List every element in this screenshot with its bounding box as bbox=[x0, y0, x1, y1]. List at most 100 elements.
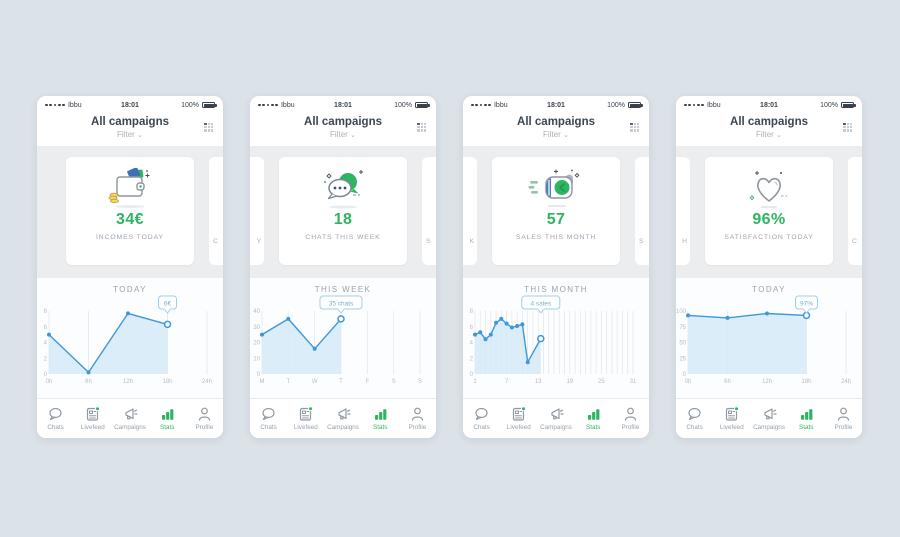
phone-screen-sales: Ibbu 18:01 100% All campaigns Filter ⌄ K… bbox=[463, 96, 649, 438]
app-header: All campaigns Filter ⌄ bbox=[250, 114, 436, 146]
next-card-partial[interactable]: S bbox=[635, 157, 649, 265]
next-card-partial[interactable]: S bbox=[422, 157, 436, 265]
nav-item-livefeed[interactable]: Livefeed bbox=[500, 399, 537, 438]
status-bar: Ibbu 18:01 100% bbox=[463, 96, 649, 114]
page-title: All campaigns bbox=[730, 116, 808, 128]
svg-text:30: 30 bbox=[253, 325, 260, 331]
nav-item-campaigns[interactable]: Campaigns bbox=[324, 399, 361, 438]
status-bar: Ibbu 18:01 100% bbox=[676, 96, 862, 114]
stat-card-incomes[interactable]: 34€ INCOMES TODAY bbox=[66, 157, 194, 265]
stat-card-carousel: C 34€ INCOMES TODAY bbox=[37, 146, 223, 278]
stat-card-satisfaction[interactable]: 96% SATISFACTION TODAY bbox=[705, 157, 833, 265]
svg-text:25: 25 bbox=[598, 379, 605, 385]
grid-menu-icon[interactable] bbox=[843, 123, 852, 132]
battery-status: 100% bbox=[778, 102, 856, 109]
incomes-line-chart[interactable]: 0 2 4 6 8 0h 6h 12h 18h 24h 6€ bbox=[37, 295, 223, 387]
carrier-name: Ibbu bbox=[493, 101, 508, 109]
prev-card-partial[interactable]: K bbox=[463, 157, 477, 265]
filter-dropdown[interactable]: Filter ⌄ bbox=[330, 130, 356, 139]
grid-menu-icon[interactable] bbox=[417, 123, 426, 132]
nav-item-campaigns[interactable]: Campaigns bbox=[537, 399, 574, 438]
nav-label: Livefeed bbox=[293, 424, 318, 431]
chats-line-chart[interactable]: 0 10 20 30 40 M T W T F S S 35 chats bbox=[250, 295, 436, 387]
bottom-nav: Chats Livefeed Campaigns Stats Profile bbox=[676, 398, 862, 438]
svg-text:24h: 24h bbox=[841, 379, 851, 385]
prev-card-partial[interactable]: Y bbox=[250, 157, 264, 265]
bar-chart-icon bbox=[587, 409, 600, 420]
nav-item-profile[interactable]: Profile bbox=[186, 399, 223, 438]
chart-title: THIS WEEK bbox=[314, 285, 372, 294]
signal-dots-icon bbox=[471, 103, 491, 107]
satisfaction-line-chart[interactable]: 0 25 50 75 100 0h 6h 12h 18h 24h 97% bbox=[676, 295, 862, 387]
nav-item-chats[interactable]: Chats bbox=[676, 399, 713, 438]
nav-item-profile[interactable]: Profile bbox=[399, 399, 436, 438]
svg-text:6h: 6h bbox=[724, 379, 731, 385]
stat-card-sales[interactable]: 57 SALES THIS MONTH bbox=[492, 157, 620, 265]
svg-text:6: 6 bbox=[44, 325, 48, 331]
svg-text:T: T bbox=[286, 379, 290, 385]
svg-text:F: F bbox=[365, 379, 369, 385]
filter-dropdown[interactable]: Filter ⌄ bbox=[543, 130, 569, 139]
filter-dropdown[interactable]: Filter ⌄ bbox=[756, 130, 782, 139]
livefeed-icon bbox=[513, 406, 527, 421]
partial-card-letter: S bbox=[426, 238, 431, 245]
phone-screen-chats: Ibbu 18:01 100% All campaigns Filter ⌄ Y… bbox=[250, 96, 436, 438]
nav-item-stats[interactable]: Stats bbox=[575, 399, 612, 438]
nav-item-stats[interactable]: Stats bbox=[788, 399, 825, 438]
svg-text:8: 8 bbox=[470, 309, 474, 315]
nav-label: Stats bbox=[799, 424, 814, 431]
prev-card-partial[interactable]: H bbox=[676, 157, 690, 265]
svg-text:0: 0 bbox=[257, 372, 261, 378]
signal-dots-icon bbox=[684, 103, 704, 107]
nav-item-profile[interactable]: Profile bbox=[612, 399, 649, 438]
status-bar: Ibbu 18:01 100% bbox=[37, 96, 223, 114]
next-card-partial[interactable]: C bbox=[209, 157, 223, 265]
chat-bubble-icon bbox=[475, 407, 488, 421]
svg-text:2: 2 bbox=[470, 356, 474, 362]
svg-text:8: 8 bbox=[44, 309, 48, 315]
megaphone-icon bbox=[550, 408, 564, 420]
filter-dropdown[interactable]: Filter ⌄ bbox=[117, 130, 143, 139]
nav-item-chats[interactable]: Chats bbox=[463, 399, 500, 438]
chart-section: TODAY 0 25 50 75 100 0h 6h 12h 18h 24h 97% bbox=[676, 278, 862, 398]
svg-text:0: 0 bbox=[44, 372, 48, 378]
nav-label: Livefeed bbox=[506, 424, 531, 431]
nav-item-stats[interactable]: Stats bbox=[362, 399, 399, 438]
nav-item-livefeed[interactable]: Livefeed bbox=[713, 399, 750, 438]
bottom-nav: Chats Livefeed Campaigns Stats Profile bbox=[250, 398, 436, 438]
svg-text:50: 50 bbox=[679, 341, 686, 347]
chevron-down-icon: ⌄ bbox=[350, 132, 356, 139]
nav-label: Stats bbox=[586, 424, 601, 431]
battery-icon bbox=[841, 102, 856, 108]
partial-card-letter: C bbox=[213, 238, 218, 245]
nav-item-campaigns[interactable]: Campaigns bbox=[750, 399, 787, 438]
svg-text:35 chats: 35 chats bbox=[329, 300, 354, 307]
app-header: All campaigns Filter ⌄ bbox=[676, 114, 862, 146]
nav-label: Campaigns bbox=[114, 424, 146, 431]
battery-icon bbox=[415, 102, 430, 108]
battery-percent: 100% bbox=[181, 101, 199, 109]
nav-label: Chats bbox=[260, 424, 277, 431]
nav-item-profile[interactable]: Profile bbox=[825, 399, 862, 438]
svg-text:10: 10 bbox=[253, 356, 260, 362]
nav-item-chats[interactable]: Chats bbox=[37, 399, 74, 438]
nav-label: Stats bbox=[373, 424, 388, 431]
svg-text:40: 40 bbox=[253, 309, 260, 315]
nav-item-stats[interactable]: Stats bbox=[149, 399, 186, 438]
svg-text:4: 4 bbox=[44, 341, 48, 347]
nav-item-livefeed[interactable]: Livefeed bbox=[74, 399, 111, 438]
nav-item-livefeed[interactable]: Livefeed bbox=[287, 399, 324, 438]
next-card-partial[interactable]: C bbox=[848, 157, 862, 265]
grid-menu-icon[interactable] bbox=[204, 123, 213, 132]
signal-dots-icon bbox=[258, 103, 278, 107]
chat-bubble-icon bbox=[688, 407, 701, 421]
nav-item-chats[interactable]: Chats bbox=[250, 399, 287, 438]
signal-dots-icon bbox=[45, 103, 65, 107]
sales-line-chart[interactable]: 0 2 4 6 8 1 7 13 19 25 31 4 sales bbox=[463, 295, 649, 387]
profile-icon bbox=[837, 407, 850, 421]
page-title: All campaigns bbox=[304, 116, 382, 128]
nav-item-campaigns[interactable]: Campaigns bbox=[111, 399, 148, 438]
nav-label: Chats bbox=[47, 424, 64, 431]
grid-menu-icon[interactable] bbox=[630, 123, 639, 132]
stat-card-chats[interactable]: 18 CHATS THIS WEEK bbox=[279, 157, 407, 265]
